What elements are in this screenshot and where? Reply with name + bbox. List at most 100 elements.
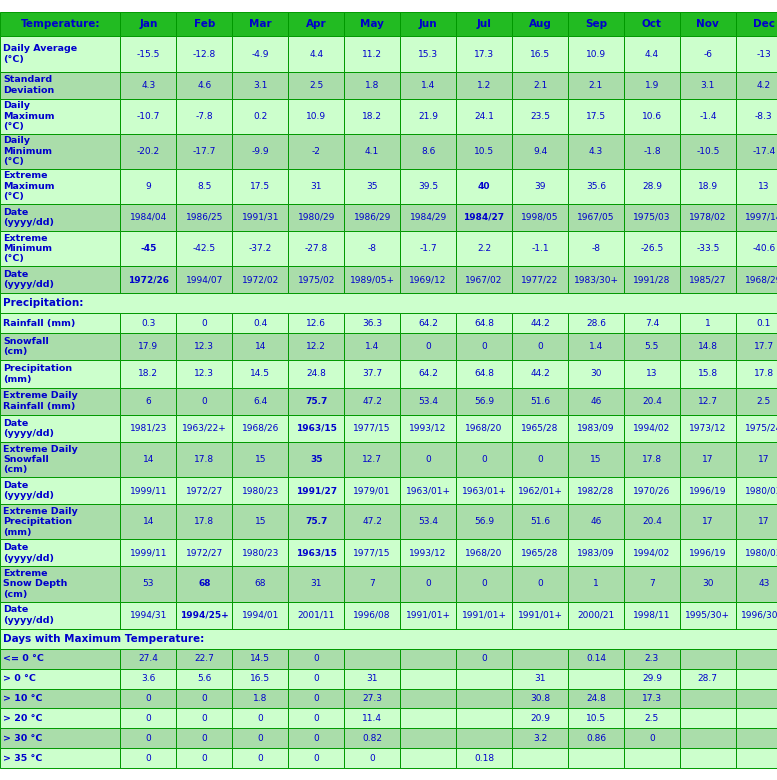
Bar	[344, 415, 400, 442]
Bar	[568, 566, 624, 601]
Text: 1999/11: 1999/11	[130, 548, 167, 558]
Text: 1965/28: 1965/28	[521, 424, 559, 433]
Bar	[344, 601, 400, 629]
Text: 3.1: 3.1	[253, 80, 267, 90]
Bar	[0, 748, 120, 768]
Text: -6: -6	[703, 49, 713, 58]
Bar	[680, 168, 736, 204]
Text: 13: 13	[758, 182, 769, 191]
Text: 2001/11: 2001/11	[298, 611, 335, 619]
Bar	[456, 333, 512, 360]
Bar	[736, 204, 777, 231]
Text: Date
(yyyy/dd): Date (yyyy/dd)	[3, 419, 54, 438]
Text: 1975/24: 1975/24	[745, 424, 777, 433]
Text: 1.4: 1.4	[589, 342, 603, 351]
Bar	[512, 314, 568, 333]
Bar	[400, 748, 456, 768]
Text: 7: 7	[649, 580, 655, 588]
Bar	[624, 668, 680, 689]
Bar	[0, 360, 120, 388]
Text: 0.1: 0.1	[757, 319, 771, 328]
Bar	[400, 442, 456, 477]
Bar	[0, 729, 120, 748]
Text: 0.4: 0.4	[253, 319, 267, 328]
Text: 1963/15: 1963/15	[296, 424, 336, 433]
Text: 20.9: 20.9	[530, 714, 550, 723]
Text: 1978/02: 1978/02	[689, 213, 726, 222]
Bar	[680, 72, 736, 99]
Bar	[232, 231, 288, 266]
Bar	[400, 708, 456, 729]
Bar	[456, 442, 512, 477]
Text: 27.3: 27.3	[362, 694, 382, 703]
Text: 2.5: 2.5	[645, 714, 659, 723]
Text: Date
(yyyy/dd): Date (yyyy/dd)	[3, 481, 54, 500]
Bar	[0, 477, 120, 504]
Text: 51.6: 51.6	[530, 397, 550, 406]
Bar	[176, 231, 232, 266]
Bar	[624, 360, 680, 388]
Bar	[176, 415, 232, 442]
Text: 46: 46	[591, 517, 601, 526]
Bar	[456, 314, 512, 333]
Text: 1977/22: 1977/22	[521, 275, 559, 284]
Bar	[624, 388, 680, 415]
Text: 28.7: 28.7	[698, 674, 718, 683]
Bar	[736, 649, 777, 668]
Text: 1996/08: 1996/08	[354, 611, 391, 619]
Bar	[624, 12, 680, 37]
Text: 1994/31: 1994/31	[130, 611, 167, 619]
Bar	[456, 266, 512, 293]
Text: 14: 14	[255, 342, 266, 351]
Bar	[568, 134, 624, 168]
Bar	[344, 668, 400, 689]
Bar	[680, 204, 736, 231]
Bar	[512, 99, 568, 134]
Text: -1.1: -1.1	[531, 244, 549, 253]
Text: 1975/03: 1975/03	[633, 213, 671, 222]
Bar	[232, 204, 288, 231]
Bar	[568, 748, 624, 768]
Bar	[512, 649, 568, 668]
Bar	[232, 729, 288, 748]
Text: 17.7: 17.7	[754, 342, 774, 351]
Text: 23.5: 23.5	[530, 112, 550, 121]
Text: -12.8: -12.8	[193, 49, 216, 58]
Bar	[232, 314, 288, 333]
Bar	[736, 231, 777, 266]
Text: 1984/27: 1984/27	[464, 213, 504, 222]
Text: -37.2: -37.2	[249, 244, 272, 253]
Text: 2.2: 2.2	[477, 244, 491, 253]
Text: -1.8: -1.8	[643, 147, 660, 156]
Text: 0: 0	[257, 714, 263, 723]
Text: 7: 7	[369, 580, 375, 588]
Text: 20.4: 20.4	[642, 397, 662, 406]
Bar	[344, 37, 400, 72]
Text: 1963/22+: 1963/22+	[182, 424, 227, 433]
Bar	[0, 689, 120, 708]
Bar	[120, 649, 176, 668]
Bar	[344, 388, 400, 415]
Bar	[176, 388, 232, 415]
Text: 12.3: 12.3	[194, 342, 214, 351]
Bar	[680, 539, 736, 566]
Text: 1.8: 1.8	[253, 694, 267, 703]
Text: Date
(yyyy/dd): Date (yyyy/dd)	[3, 270, 54, 289]
Text: Temperature:: Temperature:	[20, 19, 100, 29]
Text: Date
(yyyy/dd): Date (yyyy/dd)	[3, 605, 54, 625]
Text: 75.7: 75.7	[305, 517, 327, 526]
Text: 14.5: 14.5	[250, 370, 270, 378]
Text: 0: 0	[313, 714, 319, 723]
Text: 17.8: 17.8	[754, 370, 774, 378]
Bar	[512, 708, 568, 729]
Text: 8.5: 8.5	[197, 182, 211, 191]
Bar	[680, 231, 736, 266]
Bar	[400, 668, 456, 689]
Bar	[120, 601, 176, 629]
Bar	[400, 504, 456, 539]
Bar	[176, 601, 232, 629]
Text: May: May	[361, 19, 384, 29]
Bar	[456, 415, 512, 442]
Text: 53.4: 53.4	[418, 517, 438, 526]
Bar	[680, 504, 736, 539]
